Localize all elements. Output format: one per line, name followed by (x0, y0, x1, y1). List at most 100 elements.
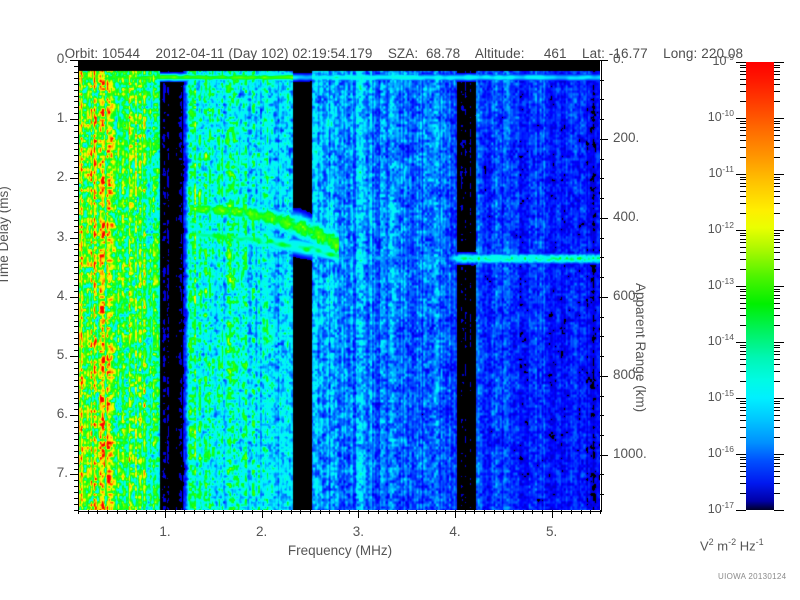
colorbar-minor-tick (740, 350, 746, 352)
y-left-minor-tick (74, 350, 78, 352)
colorbar-tick-label: 10-16 (690, 444, 734, 460)
colorbar-major-tick (736, 342, 746, 343)
x-minor-tick (571, 510, 572, 514)
cb-mantissa: 10 (707, 110, 722, 125)
y-left-minor-tick (74, 361, 78, 363)
colorbar-minor-tick (740, 176, 746, 178)
colorbar-minor-tick (774, 344, 780, 346)
colorbar-minor-tick (740, 74, 746, 76)
colorbar-minor-tick (740, 406, 746, 408)
y-left-minor-tick (74, 208, 78, 210)
colorbar-minor-tick (774, 182, 780, 184)
colorbar-minor-tick (740, 64, 746, 66)
unit-m-exp: -2 (728, 537, 737, 547)
colorbar-minor-tick (774, 358, 780, 360)
x-major-tick (551, 510, 553, 518)
footer-credit: UIOWA 20130124 (718, 572, 787, 581)
y-left-minor-tick (74, 225, 78, 227)
colorbar-minor-tick (740, 179, 746, 181)
colorbar-minor-tick (740, 140, 746, 142)
y-left-minor-tick (74, 492, 78, 494)
colorbar-minor-tick (774, 325, 780, 327)
y-right-minor-tick (600, 435, 604, 436)
y-left-minor-tick (74, 202, 78, 204)
unit-hz-exp: -1 (755, 537, 764, 547)
y-right-major-tick (600, 217, 608, 219)
y-left-major-tick (70, 296, 78, 298)
colorbar-minor-tick (774, 347, 780, 349)
colorbar-major-tick (736, 454, 746, 455)
unit-v: V (700, 538, 709, 554)
colorbar-minor-tick (774, 78, 780, 80)
x-minor-tick (532, 510, 534, 514)
y-left-tick-label: 7. (56, 465, 68, 481)
x-minor-tick (310, 510, 311, 514)
colorbar-minor-tick (774, 242, 780, 244)
unit-v-exp: 2 (708, 537, 714, 547)
y-right-major-tick (600, 296, 608, 298)
colorbar-minor-tick (774, 157, 780, 159)
y-right-minor-tick (600, 198, 604, 200)
x-major-tick (261, 510, 263, 518)
colorbar-tick-label: 10-14 (690, 332, 734, 348)
colorbar-minor-tick (740, 414, 746, 416)
colorbar-minor-tick (774, 364, 780, 366)
colorbar-minor-tick (740, 203, 746, 205)
cb-mantissa: 10 (707, 390, 722, 405)
x-major-tick (358, 510, 360, 518)
cb-mantissa: 10 (707, 446, 722, 461)
y-left-minor-tick (74, 379, 78, 381)
colorbar-minor-tick (740, 182, 746, 184)
colorbar-major-tick (736, 174, 746, 175)
colorbar-minor-tick (740, 190, 746, 192)
colorbar-minor-tick (774, 74, 780, 76)
unit-m: m (713, 538, 729, 554)
x-minor-tick (474, 510, 476, 514)
colorbar-minor-tick (774, 459, 780, 461)
colorbar-minor-tick (740, 315, 746, 317)
x-minor-tick (97, 510, 99, 514)
y-left-tick-label: 2. (56, 169, 68, 185)
x-tick-label: 2. (256, 524, 268, 539)
colorbar-major-tick (736, 118, 746, 119)
colorbar-minor-tick (774, 203, 780, 205)
y-left-tick-label: 4. (56, 287, 68, 303)
y-left-tick-label: 5. (56, 347, 68, 363)
x-minor-tick (116, 510, 118, 514)
y-left-major-tick (70, 415, 78, 417)
y-left-minor-tick (74, 279, 78, 281)
colorbar-minor-tick (740, 308, 746, 310)
x-minor-tick (397, 510, 398, 514)
colorbar-minor-tick (740, 354, 746, 356)
colorbar-minor-tick (740, 364, 746, 366)
colorbar-minor-tick (774, 308, 780, 310)
y-left-major-tick (70, 356, 78, 358)
x-minor-tick (300, 510, 302, 514)
colorbar-minor-tick (740, 238, 746, 240)
y-left-minor-tick (74, 468, 78, 470)
cb-mantissa: 10 (707, 222, 722, 237)
y-right-tick-label: 200. (613, 129, 640, 145)
x-minor-tick (232, 510, 234, 514)
y-left-major-tick (70, 237, 78, 239)
x-minor-tick (290, 510, 292, 514)
x-minor-tick (223, 510, 224, 514)
x-minor-tick (522, 510, 524, 514)
colorbar-minor-tick (740, 456, 746, 458)
cb-exponent: -12 (721, 220, 734, 230)
y-left-minor-tick (74, 498, 78, 500)
colorbar-minor-tick (740, 259, 746, 261)
y-right-minor-tick (600, 316, 604, 318)
x-major-tick (455, 510, 456, 518)
x-tick-label: 5. (546, 524, 558, 539)
y-left-tick-label: 0. (56, 51, 68, 66)
y-right-minor-tick (600, 494, 604, 496)
colorbar-minor-tick (774, 414, 780, 416)
y-right-tick-label: 1000. (613, 445, 647, 461)
y-right-minor-tick (600, 356, 604, 358)
colorbar-minor-tick (740, 235, 746, 237)
colorbar-gradient (746, 62, 774, 510)
colorbar-minor-tick (740, 466, 746, 468)
x-minor-tick (203, 510, 205, 514)
colorbar-minor-tick (740, 427, 746, 429)
